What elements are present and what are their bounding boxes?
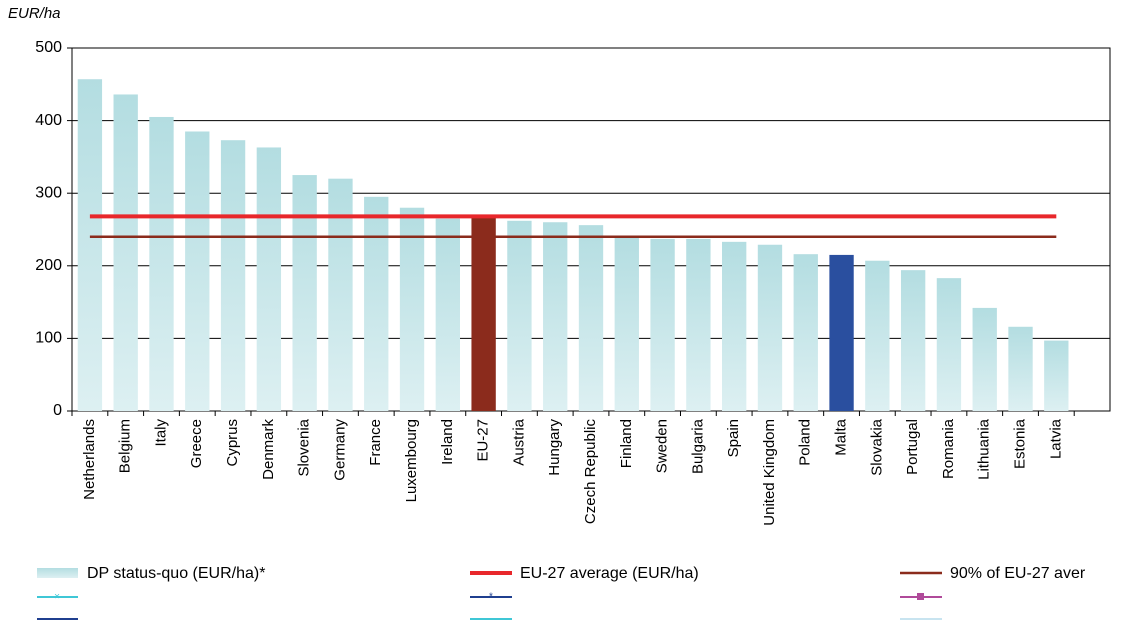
bar [757, 244, 783, 411]
legend-swatch [37, 568, 78, 578]
legend-label: EU-27 average (EUR/ha) [520, 565, 699, 582]
bar [614, 236, 639, 411]
x-tick-label: Malta [833, 418, 850, 455]
bar [256, 147, 282, 411]
y-tick-label: 400 [35, 112, 62, 129]
x-tick-label: Cyprus [224, 419, 241, 467]
svg-text:*: * [489, 592, 493, 603]
y-axis-label: EUR/ha [8, 5, 61, 22]
x-tick-label: Germany [331, 419, 348, 481]
bar [399, 207, 425, 411]
bar [328, 178, 353, 411]
x-tick-label: Latvia [1047, 418, 1064, 459]
legend-label: 90% of EU-27 aver [950, 565, 1086, 582]
y-tick-label: 500 [35, 39, 62, 56]
x-tick-label: Slovakia [868, 418, 885, 475]
x-tick-label: Sweden [654, 419, 671, 473]
y-tick-label: 0 [53, 402, 62, 419]
x-tick-label: Estonia [1011, 418, 1028, 469]
bar [865, 260, 890, 411]
bar [686, 238, 711, 411]
x-tick-label: EU-27 [475, 419, 492, 462]
x-tick-label: United Kingdom [761, 419, 778, 526]
bar [220, 140, 246, 411]
x-tick-label: Luxembourg [403, 419, 420, 502]
bar [507, 220, 532, 411]
x-tick-label: Spain [725, 419, 742, 457]
bar [900, 270, 926, 411]
x-tick-label: Poland [797, 419, 814, 466]
x-tick-label: Netherlands [81, 419, 98, 500]
x-tick-label: Slovenia [296, 418, 313, 476]
y-tick-label: 100 [35, 330, 62, 347]
bar [149, 116, 174, 411]
x-tick-label: Bulgaria [689, 418, 706, 474]
x-tick-label: Czech Republic [582, 419, 599, 525]
bar [471, 216, 496, 411]
x-tick-label: Hungary [546, 419, 563, 476]
x-tick-label: Italy [152, 419, 169, 447]
y-tick-label: 300 [35, 184, 62, 201]
y-tick-label: 200 [35, 257, 62, 274]
bar [722, 241, 747, 411]
x-tick-label: Romania [940, 418, 957, 479]
x-tick-label: France [367, 419, 384, 466]
x-tick-label: Finland [618, 419, 635, 468]
bar [650, 238, 675, 411]
x-tick-label: Greece [188, 419, 205, 468]
bar [364, 196, 389, 411]
bar [1008, 326, 1033, 411]
x-tick-label: Portugal [904, 419, 921, 475]
bar [578, 225, 604, 411]
x-tick-label: Ireland [439, 419, 456, 465]
x-tick-label: Lithuania [976, 418, 993, 480]
bar [113, 94, 138, 412]
x-tick-label: Denmark [260, 419, 277, 480]
svg-text:×: × [54, 592, 60, 603]
bar [77, 79, 103, 411]
bar [972, 307, 997, 411]
bar [435, 218, 460, 411]
legend-label: DP status-quo (EUR/ha)* [87, 565, 265, 582]
bar [292, 175, 317, 411]
bar [793, 254, 818, 411]
bar [936, 278, 962, 411]
bar [829, 254, 854, 411]
bar [185, 131, 210, 412]
x-tick-label: Austria [510, 418, 527, 465]
x-tick-label: Belgium [117, 419, 134, 473]
bar [1044, 340, 1069, 411]
legend-extra-markers: × * [37, 592, 942, 620]
bar [543, 222, 568, 411]
